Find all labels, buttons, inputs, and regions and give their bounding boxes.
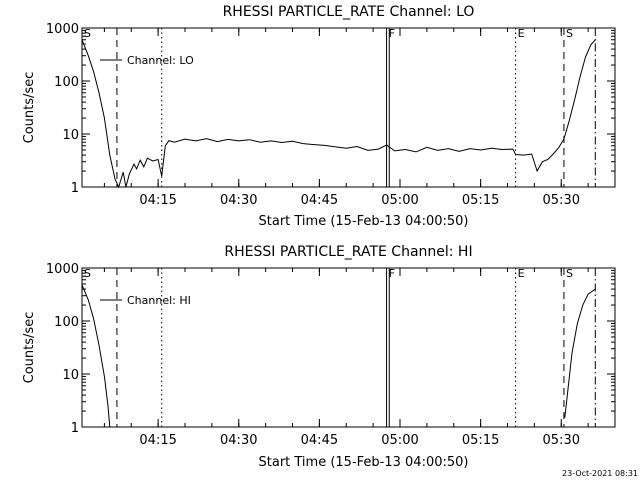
event-marker-label: S bbox=[566, 27, 573, 40]
x-tick-label: 04:30 bbox=[220, 193, 257, 208]
event-marker-label: F bbox=[389, 27, 395, 40]
event-marker-label: E bbox=[518, 27, 525, 40]
y-tick-label: 1 bbox=[71, 181, 79, 196]
series-line bbox=[81, 284, 111, 428]
legend-entry: Channel: HI bbox=[127, 294, 191, 307]
event-marker-label: E bbox=[518, 267, 525, 280]
event-marker-label: F bbox=[389, 267, 395, 280]
chart-title: RHESSI PARTICLE_RATE Channel: LO bbox=[223, 4, 475, 20]
x-tick-label: 04:45 bbox=[301, 193, 338, 208]
chart-title: RHESSI PARTICLE_RATE Channel: HI bbox=[224, 244, 472, 260]
x-tick-label: 04:45 bbox=[301, 433, 338, 448]
x-tick-label: 04:15 bbox=[139, 193, 176, 208]
y-tick-label: 10 bbox=[62, 128, 79, 143]
legend-entry: Channel: LO bbox=[127, 54, 194, 67]
chart-hi-channel: RHESSI PARTICLE_RATE Channel: HI 1 10 100 10… bbox=[22, 244, 616, 470]
footer-timestamp: 23-Oct-2021 08:31 bbox=[562, 469, 638, 478]
x-tick-label: 04:30 bbox=[220, 433, 257, 448]
y-axis-label: Counts/sec bbox=[22, 312, 37, 384]
x-tick-label: 05:30 bbox=[543, 193, 580, 208]
x-tick-label: 05:15 bbox=[462, 433, 499, 448]
x-tick-label: 04:15 bbox=[139, 433, 176, 448]
x-tick-label: 05:00 bbox=[381, 433, 418, 448]
x-tick-label: 05:30 bbox=[543, 433, 580, 448]
y-tick-label: 10 bbox=[62, 368, 79, 383]
x-tick-label: 05:00 bbox=[381, 193, 418, 208]
y-tick-label: 1000 bbox=[46, 22, 79, 37]
event-marker-label: S bbox=[84, 267, 91, 280]
y-axis-label: Counts/sec bbox=[22, 72, 37, 144]
x-tick-label: 05:15 bbox=[462, 193, 499, 208]
event-marker-label: S bbox=[566, 267, 573, 280]
x-axis-label: Start Time (15-Feb-13 04:00:50) bbox=[259, 214, 469, 229]
x-axis-label: Start Time (15-Feb-13 04:00:50) bbox=[259, 455, 469, 470]
y-tick-label: 1 bbox=[71, 421, 79, 436]
y-tick-label: 100 bbox=[54, 75, 79, 90]
y-tick-label: 1000 bbox=[46, 262, 79, 277]
series-line bbox=[564, 288, 596, 418]
y-tick-label: 100 bbox=[54, 315, 79, 330]
series-line bbox=[81, 39, 596, 189]
chart-lo-channel: RHESSI PARTICLE_RATE Channel: LO 1 10 100 10… bbox=[22, 4, 616, 229]
event-marker-label: S bbox=[84, 27, 91, 40]
